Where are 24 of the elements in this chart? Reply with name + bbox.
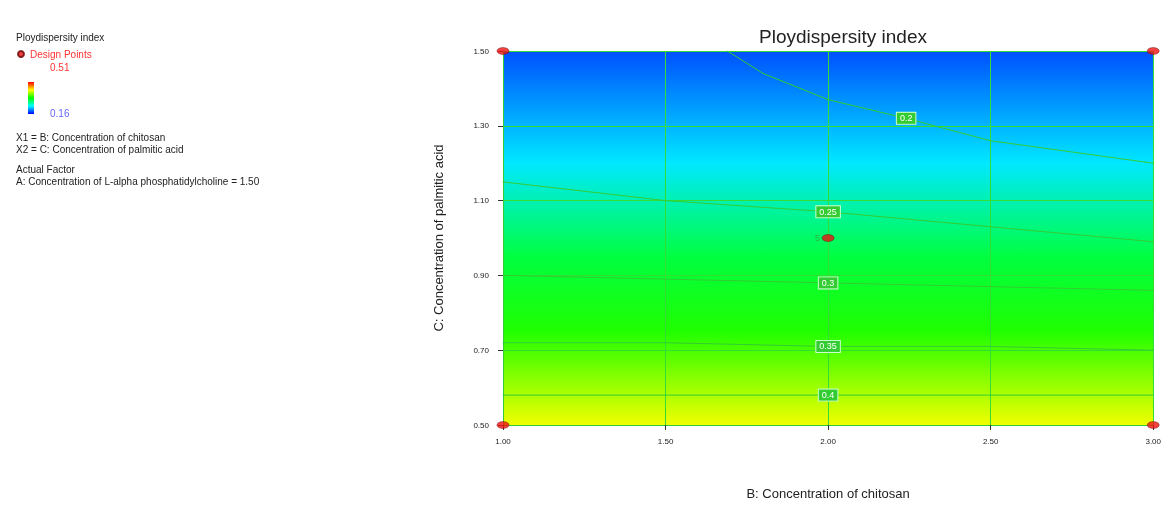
text: 0.51 — [50, 61, 70, 73]
text: X1 = B: Concentration of chitosan — [16, 131, 166, 143]
annotation: 5 — [815, 233, 821, 243]
x-axis-title: B: Concentration of chitosan — [746, 486, 910, 501]
text: Actual Factor — [16, 163, 76, 175]
x-tick-label: 2.50 — [982, 436, 999, 446]
x-tick-label: 2.00 — [820, 436, 837, 446]
text: Ploydispersity index — [16, 31, 105, 43]
text: X2 = C: Concentration of palmitic acid — [16, 143, 184, 155]
y-tick-label: 1.30 — [473, 121, 490, 131]
legend-label: Design Points — [30, 48, 92, 60]
y-tick-label: 0.90 — [473, 270, 490, 280]
y-tick-label: 1.50 — [473, 46, 490, 56]
y-tick-label: 0.50 — [473, 420, 490, 430]
x-tick-label: 1.00 — [495, 436, 512, 446]
text: A: Concentration of L-alpha phosphatidylcholine = 1.50 — [16, 175, 260, 187]
y-tick-label: 1.10 — [473, 196, 490, 206]
line-series — [726, 50, 1154, 164]
y-axis-title: C: Concentration of palmitic acid — [431, 144, 446, 332]
y-tick-label: 0.70 — [473, 345, 490, 355]
chart-title: Ploydispersity index — [759, 26, 928, 47]
x-tick-label: 1.50 — [657, 436, 674, 446]
x-tick-label: 3.00 — [1145, 436, 1162, 446]
text: 0.16 — [50, 107, 70, 119]
